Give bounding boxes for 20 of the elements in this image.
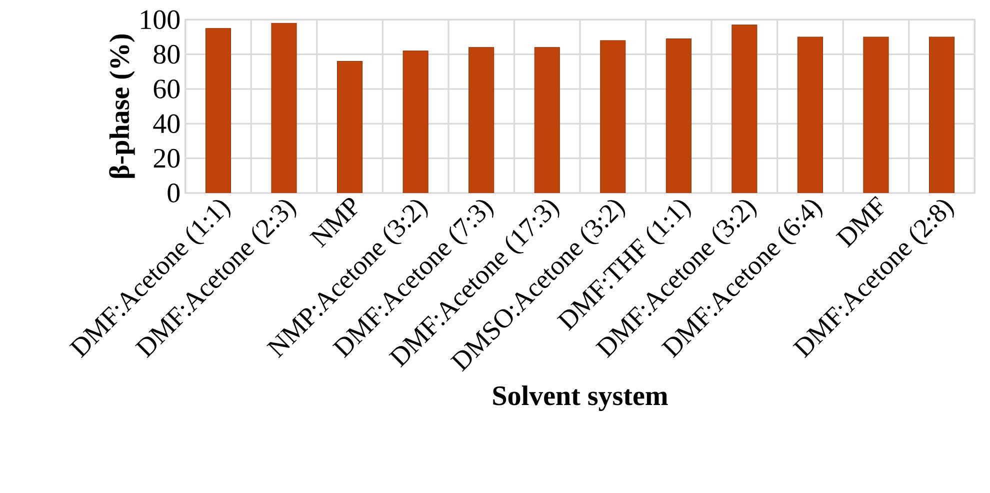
bar	[205, 28, 231, 193]
bar	[402, 50, 428, 193]
y-tick-label: 100	[141, 10, 180, 30]
bar	[271, 22, 297, 193]
bar	[600, 40, 626, 193]
bar	[337, 60, 363, 193]
y-tick-label: 80	[154, 44, 180, 64]
y-tick-label: 60	[154, 80, 180, 98]
bar	[732, 24, 758, 193]
bar	[929, 36, 955, 193]
y-tick-label: 0	[168, 184, 180, 202]
y-tick-label: 20	[154, 148, 180, 168]
bar	[797, 36, 823, 193]
bar	[666, 38, 692, 193]
bar	[468, 47, 494, 193]
y-axis-title: β-phase (%)	[109, 34, 135, 178]
bar	[863, 36, 889, 193]
y-tick-label: 40	[153, 114, 180, 134]
x-axis-title: Solvent system	[493, 386, 668, 411]
bar	[534, 47, 560, 193]
